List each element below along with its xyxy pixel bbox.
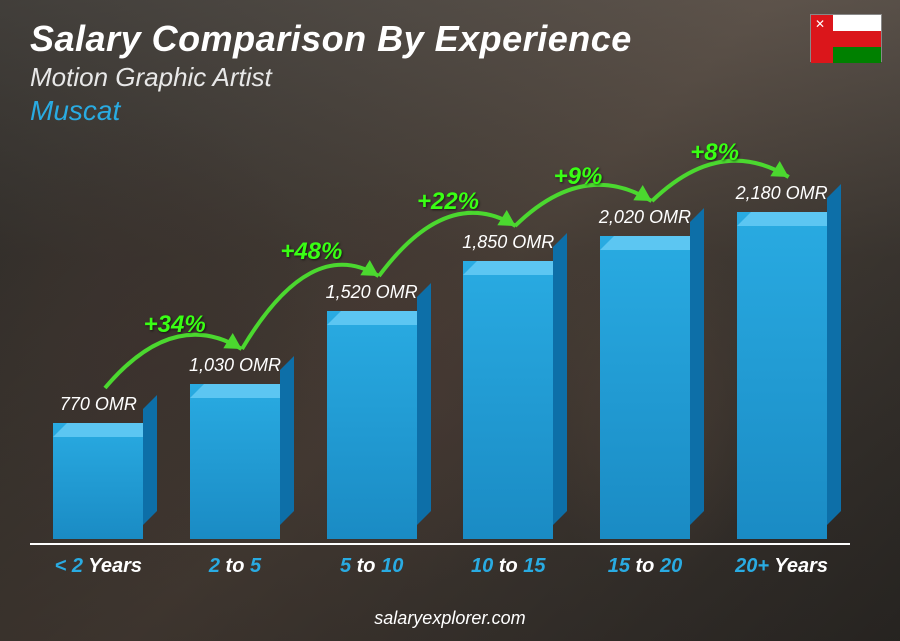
- flag-stripe: [833, 47, 881, 63]
- flag-stripe: [833, 15, 881, 31]
- bar-1: 1,030 OMR: [175, 355, 295, 539]
- x-tick-0: < 2 Years: [38, 545, 158, 581]
- bar-3d: [327, 311, 417, 539]
- bar-0: 770 OMR: [38, 394, 158, 539]
- bar-value-label: 770 OMR: [60, 394, 137, 415]
- footer-source: salaryexplorer.com: [0, 608, 900, 629]
- growth-label-1: +48%: [280, 238, 342, 266]
- bar-2: 1,520 OMR: [312, 282, 432, 539]
- x-tick-5: 20+ Years: [722, 545, 842, 581]
- bar-4: 2,020 OMR: [585, 207, 705, 539]
- growth-label-4: +8%: [690, 139, 739, 167]
- oman-flag-icon: ✕: [810, 14, 882, 62]
- x-axis: < 2 Years 2 to 5 5 to 10 10 to 15 15 to 20 20…: [30, 543, 850, 581]
- growth-label-2: +22%: [417, 188, 479, 216]
- chart-location: Muscat: [30, 95, 632, 127]
- x-tick-1: 2 to 5: [175, 545, 295, 581]
- x-tick-4: 15 to 20: [585, 545, 705, 581]
- flag-stripe: [833, 31, 881, 47]
- bar-value-label: 1,850 OMR: [462, 232, 554, 253]
- bar-3d: [463, 261, 553, 539]
- bar-5: 2,180 OMR: [722, 183, 842, 539]
- bar-3d: [190, 384, 280, 539]
- bar-3: 1,850 OMR: [448, 232, 568, 539]
- bar-3d: [600, 236, 690, 539]
- flag-emblem-icon: ✕: [815, 17, 825, 31]
- bar-value-label: 2,180 OMR: [736, 183, 828, 204]
- bar-chart: 770 OMR 1,030 OMR 1,520 OMR 1,850 OMR 2,020 …: [30, 141, 850, 581]
- header: Salary Comparison By Experience Motion G…: [30, 18, 632, 127]
- bar-3d: [737, 212, 827, 539]
- bar-3d: [53, 423, 143, 539]
- bar-value-label: 1,030 OMR: [189, 355, 281, 376]
- x-tick-2: 5 to 10: [312, 545, 432, 581]
- growth-label-3: +9%: [554, 163, 603, 191]
- chart-title: Salary Comparison By Experience: [30, 18, 632, 60]
- bar-value-label: 2,020 OMR: [599, 207, 691, 228]
- x-tick-3: 10 to 15: [448, 545, 568, 581]
- bar-value-label: 1,520 OMR: [326, 282, 418, 303]
- growth-label-0: +34%: [144, 311, 206, 339]
- chart-subtitle: Motion Graphic Artist: [30, 62, 632, 93]
